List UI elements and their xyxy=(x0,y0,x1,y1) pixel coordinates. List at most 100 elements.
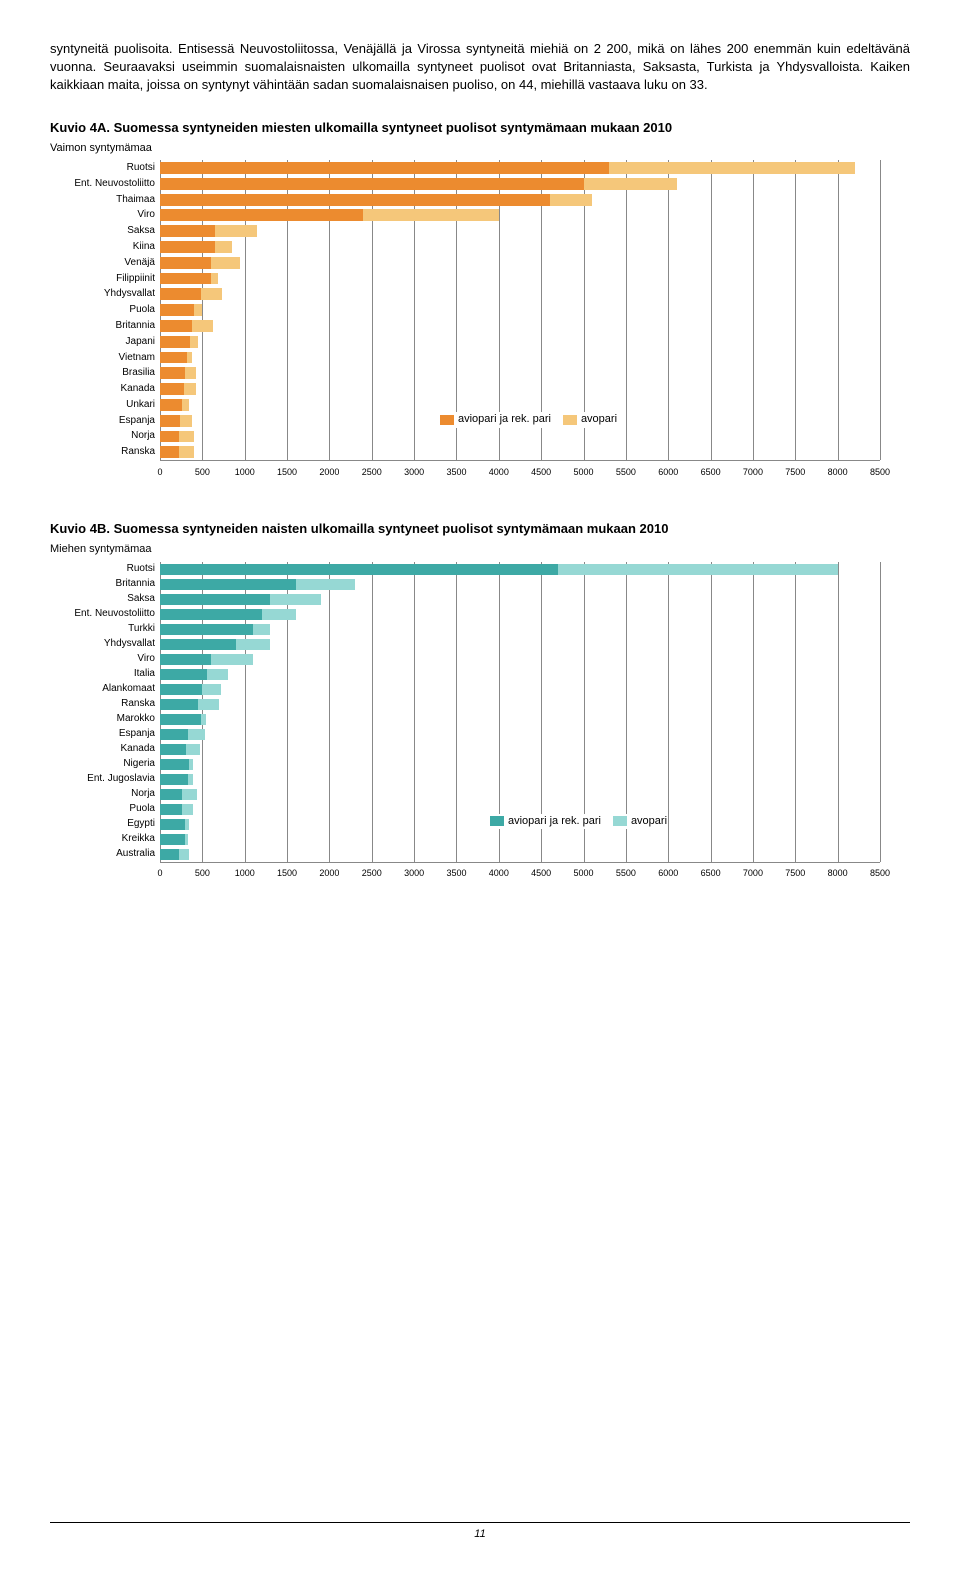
bar-series-1 xyxy=(160,257,211,269)
bar-series-1 xyxy=(160,579,296,590)
gridline xyxy=(795,562,796,862)
bar-series-1 xyxy=(160,336,190,348)
x-tick: 4000 xyxy=(489,867,509,880)
bar-row xyxy=(160,594,321,605)
x-tick: 4500 xyxy=(531,466,551,479)
bar-series-1 xyxy=(160,564,558,575)
bar-row xyxy=(160,383,196,395)
bar-series-2 xyxy=(187,352,192,364)
category-label: Yhdysvallat xyxy=(50,639,155,649)
gridline xyxy=(711,160,712,460)
bar-row xyxy=(160,178,677,190)
x-tick: 3500 xyxy=(446,466,466,479)
x-tick: 6500 xyxy=(701,466,721,479)
bar-series-2 xyxy=(211,273,218,285)
chart-a: 0500100015002000250030003500400045005000… xyxy=(50,160,910,490)
bar-series-1 xyxy=(160,209,363,221)
category-label: Ruotsi xyxy=(50,564,155,574)
gridline xyxy=(668,562,669,862)
bar-series-1 xyxy=(160,774,188,785)
chart-b-axis-label: Miehen syntymämaa xyxy=(50,542,910,557)
bar-series-2 xyxy=(180,415,192,427)
bar-series-1 xyxy=(160,288,201,300)
category-label: Kreikka xyxy=(50,834,155,844)
legend-swatch xyxy=(563,415,577,425)
bar-series-2 xyxy=(188,774,193,785)
bar-row xyxy=(160,336,198,348)
bar-series-2 xyxy=(296,579,355,590)
bar-row xyxy=(160,564,838,575)
gridline xyxy=(160,562,161,862)
page-footer: 11 xyxy=(50,1522,910,1542)
x-tick: 5000 xyxy=(574,867,594,880)
x-tick: 4000 xyxy=(489,466,509,479)
x-tick: 0 xyxy=(157,466,162,479)
bar-row xyxy=(160,609,296,620)
legend: aviopari ja rek. pariavopari xyxy=(490,814,667,829)
category-label: Brasilia xyxy=(50,368,155,378)
x-tick: 6000 xyxy=(658,867,678,880)
bar-series-1 xyxy=(160,273,211,285)
category-label: Egypti xyxy=(50,819,155,829)
x-tick: 0 xyxy=(157,867,162,880)
category-label: Unkari xyxy=(50,400,155,410)
category-label: Britannia xyxy=(50,579,155,589)
category-label: Ent. Jugoslavia xyxy=(50,774,155,784)
category-label: Viro xyxy=(50,654,155,664)
legend-label: avopari xyxy=(631,814,667,829)
x-tick: 7000 xyxy=(743,867,763,880)
bar-series-2 xyxy=(201,714,206,725)
x-tick: 2000 xyxy=(319,867,339,880)
bar-series-2 xyxy=(189,759,193,770)
bar-series-1 xyxy=(160,714,201,725)
gridline xyxy=(456,562,457,862)
bar-series-2 xyxy=(185,834,188,845)
x-tick: 6500 xyxy=(701,867,721,880)
legend-swatch xyxy=(490,816,504,826)
bar-row xyxy=(160,654,253,665)
bar-series-1 xyxy=(160,415,180,427)
bar-series-1 xyxy=(160,819,185,830)
bar-series-2 xyxy=(550,194,592,206)
category-label: Ranska xyxy=(50,699,155,709)
bar-row xyxy=(160,669,228,680)
gridline xyxy=(668,160,669,460)
bar-series-2 xyxy=(182,789,197,800)
bar-series-2 xyxy=(185,819,188,830)
gridline xyxy=(753,160,754,460)
category-label: Ruotsi xyxy=(50,163,155,173)
category-label: Ranska xyxy=(50,447,155,457)
category-label: Venäjä xyxy=(50,258,155,268)
bar-series-1 xyxy=(160,241,215,253)
bar-series-2 xyxy=(558,564,838,575)
bar-series-1 xyxy=(160,834,185,845)
legend-label: avopari xyxy=(581,412,617,427)
bar-series-2 xyxy=(194,304,202,316)
category-label: Italia xyxy=(50,669,155,679)
category-label: Australia xyxy=(50,849,155,859)
legend-swatch xyxy=(440,415,454,425)
gridline xyxy=(202,562,203,862)
bar-row xyxy=(160,320,213,332)
bar-series-1 xyxy=(160,594,270,605)
x-tick: 3000 xyxy=(404,466,424,479)
bar-series-2 xyxy=(236,639,270,650)
bar-row xyxy=(160,367,196,379)
bar-series-2 xyxy=(270,594,321,605)
bar-series-2 xyxy=(262,609,296,620)
x-tick: 2000 xyxy=(319,466,339,479)
bar-series-1 xyxy=(160,639,236,650)
bar-series-1 xyxy=(160,804,182,815)
bar-series-1 xyxy=(160,789,182,800)
gridline xyxy=(711,562,712,862)
bar-row xyxy=(160,352,192,364)
x-tick: 2500 xyxy=(362,466,382,479)
x-tick: 500 xyxy=(195,466,210,479)
bar-series-2 xyxy=(185,367,195,379)
x-tick: 5500 xyxy=(616,867,636,880)
category-label: Marokko xyxy=(50,714,155,724)
bar-series-1 xyxy=(160,684,202,695)
bar-series-1 xyxy=(160,352,187,364)
category-label: Norja xyxy=(50,789,155,799)
x-tick: 3000 xyxy=(404,867,424,880)
